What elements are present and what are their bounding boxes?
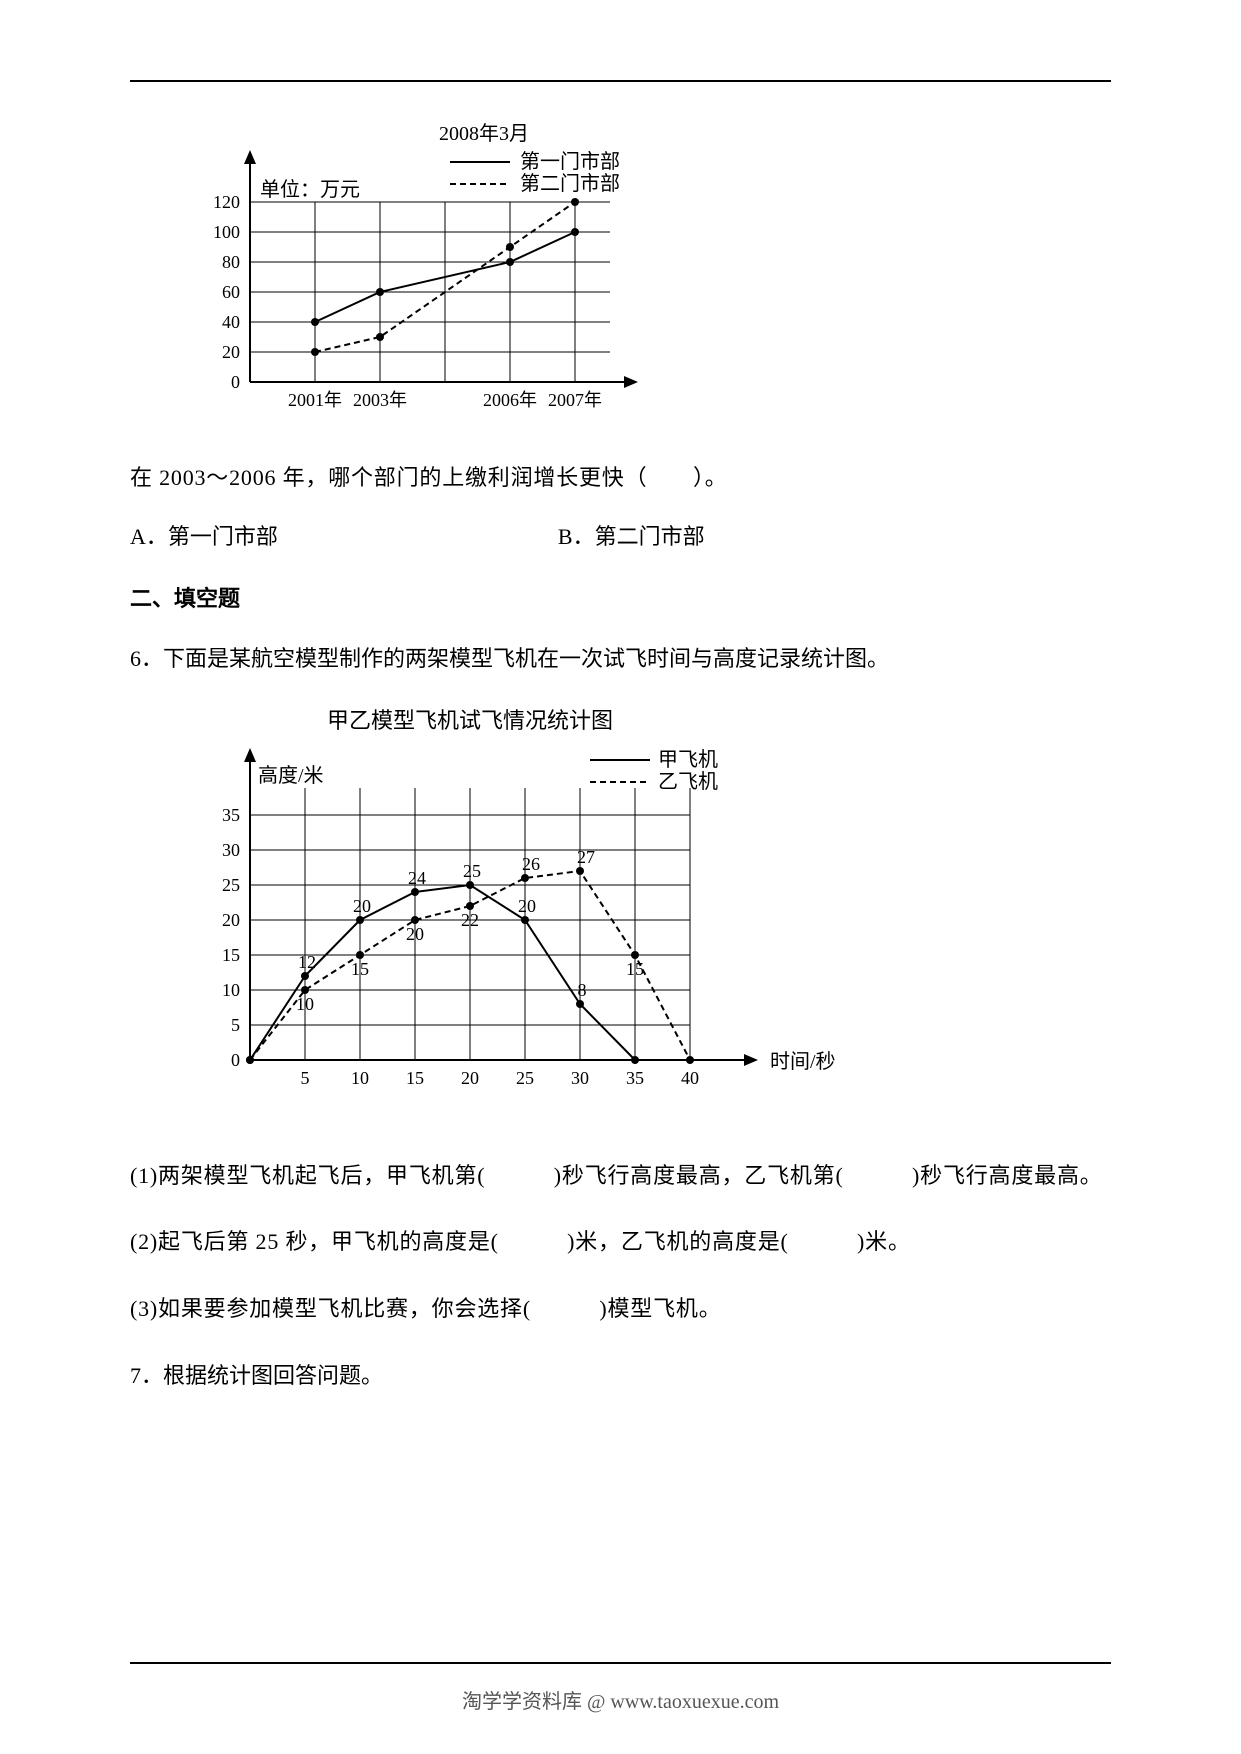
svg-text:15: 15 xyxy=(626,959,644,979)
svg-text:80: 80 xyxy=(222,252,240,272)
svg-text:5: 5 xyxy=(231,1015,240,1035)
page: 2008年3月第一门市部第二门市部单位：万元020406080100120200… xyxy=(0,0,1241,1754)
svg-text:15: 15 xyxy=(351,959,369,979)
svg-text:100: 100 xyxy=(213,222,240,242)
q6-stem: 6．下面是某航空模型制作的两架模型飞机在一次试飞时间与高度记录统计图。 xyxy=(130,633,1111,686)
q5-options: A．第一门市部 B．第二门市部 xyxy=(130,519,1111,551)
svg-text:20: 20 xyxy=(222,910,240,930)
q5-question: 在 2003～2006 年，哪个部门的上缴利润增长更快（ ）。 xyxy=(130,452,1111,505)
svg-text:15: 15 xyxy=(222,945,240,965)
svg-text:2006年: 2006年 xyxy=(483,390,537,410)
svg-text:30: 30 xyxy=(222,840,240,860)
svg-text:0: 0 xyxy=(231,1050,240,1070)
chart2: 甲乙模型飞机试飞情况统计图甲飞机乙飞机 高度/米时间/秒 0 5 10 15 20 25 30 3… xyxy=(170,700,870,1120)
q6-sub3: (3)如果要参加模型飞机比赛，你会选择( )模型飞机。 xyxy=(130,1283,1111,1336)
svg-text:2003年: 2003年 xyxy=(353,390,407,410)
svg-text:时间/秒: 时间/秒 xyxy=(770,1050,836,1073)
svg-text:20: 20 xyxy=(461,1068,479,1088)
svg-text:20: 20 xyxy=(518,896,536,916)
bottom-rule xyxy=(130,1662,1111,1664)
q6-sub1: (1)两架模型飞机起飞后，甲飞机第( )秒飞行高度最高，乙飞机第( )秒飞行高度… xyxy=(130,1150,1111,1203)
svg-text:20: 20 xyxy=(222,342,240,362)
svg-text:20: 20 xyxy=(406,924,424,944)
svg-text:30: 30 xyxy=(571,1068,589,1088)
chart1: 2008年3月第一门市部第二门市部 单位：万元 0 20 40 60 80 100 120 200… xyxy=(170,112,730,422)
svg-text:40: 40 xyxy=(222,312,240,332)
svg-text:0: 0 xyxy=(231,372,240,392)
svg-text:35: 35 xyxy=(626,1068,644,1088)
svg-text:2007年: 2007年 xyxy=(548,390,602,410)
svg-text:甲飞机: 甲飞机 xyxy=(658,748,718,771)
svg-text:甲乙模型飞机试飞情况统计图: 甲乙模型飞机试飞情况统计图 xyxy=(327,708,613,733)
svg-text:15: 15 xyxy=(406,1068,424,1088)
svg-text:10: 10 xyxy=(296,994,314,1014)
svg-text:2008年3月: 2008年3月 xyxy=(439,122,529,145)
q5-option-b: B．第二门市部 xyxy=(558,519,705,551)
svg-text:5: 5 xyxy=(301,1068,310,1088)
svg-text:单位：万元: 单位：万元 xyxy=(260,178,360,201)
top-rule xyxy=(130,80,1111,82)
q5-option-a: A．第一门市部 xyxy=(130,519,278,551)
svg-text:25: 25 xyxy=(516,1068,534,1088)
svg-text:26: 26 xyxy=(522,854,540,874)
svg-text:25: 25 xyxy=(463,861,481,881)
svg-text:12: 12 xyxy=(298,952,316,972)
footer: 淘学学资料库 @ www.taoxuexue.com xyxy=(0,1685,1241,1714)
svg-text:25: 25 xyxy=(222,875,240,895)
q6-sub2: (2)起飞后第 25 秒，甲飞机的高度是( )米，乙飞机的高度是( )米。 xyxy=(130,1216,1111,1269)
svg-text:2001年: 2001年 xyxy=(288,390,342,410)
svg-text:10: 10 xyxy=(351,1068,369,1088)
svg-text:35: 35 xyxy=(222,805,240,825)
chart1-wrap: 2008年3月第一门市部第二门市部 单位：万元 0 20 40 60 80 100 120 200… xyxy=(170,112,1111,422)
svg-text:60: 60 xyxy=(222,282,240,302)
svg-text:第一门市部: 第一门市部 xyxy=(520,150,620,173)
svg-text:24: 24 xyxy=(408,868,426,888)
svg-text:40: 40 xyxy=(681,1068,699,1088)
svg-text:22: 22 xyxy=(461,910,479,930)
svg-text:27: 27 xyxy=(577,847,595,867)
q7-stem: 7．根据统计图回答问题。 xyxy=(130,1350,1111,1403)
chart2-wrap: 甲乙模型飞机试飞情况统计图甲飞机乙飞机 高度/米时间/秒 0 5 10 15 20 25 30 3… xyxy=(170,700,1111,1120)
svg-text:高度/米: 高度/米 xyxy=(258,764,324,787)
svg-text:8: 8 xyxy=(578,980,587,1000)
section2-title: 二、填空题 xyxy=(130,581,1111,613)
svg-text:20: 20 xyxy=(353,896,371,916)
svg-text:第二门市部: 第二门市部 xyxy=(520,172,620,195)
svg-text:10: 10 xyxy=(222,980,240,1000)
svg-text:乙飞机: 乙飞机 xyxy=(658,770,718,793)
svg-text:120: 120 xyxy=(213,192,240,212)
